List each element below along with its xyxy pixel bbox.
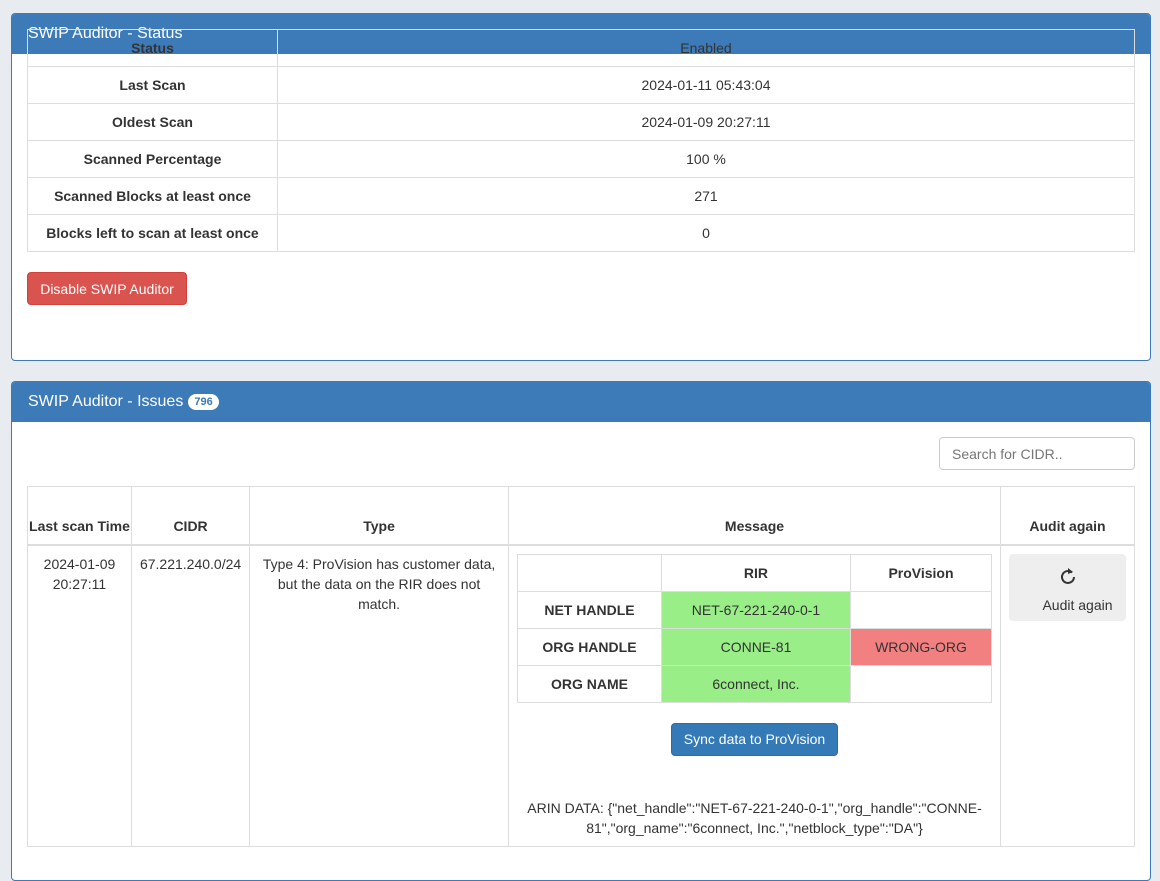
status-label: Status	[27, 29, 278, 67]
audit-again-label: Audit again	[1042, 597, 1113, 613]
status-label: Blocks left to scan at least once	[27, 214, 278, 252]
column-header-last-scan: Last scan Time	[27, 486, 132, 546]
status-row: Blocks left to scan at least once 0	[27, 214, 1135, 252]
issues-table: Last scan Time CIDR Type Message Audit a…	[27, 486, 1135, 847]
last-scan-time: 2024-01-09 20:27:11	[27, 544, 132, 847]
compare-rir-value: CONNE-81	[660, 627, 851, 666]
cidr: 67.221.240.0/24	[130, 544, 251, 847]
audit-cell: Audit again	[1000, 544, 1135, 847]
message-cell: RIR ProVision NET HANDLE NET-67-221-240-0…	[507, 544, 1002, 847]
disable-swip-auditor-button[interactable]: Disable SWIP Auditor	[27, 272, 187, 305]
status-value: 2024-01-09 20:27:11	[277, 103, 1135, 141]
table-row: 2024-01-09 20:27:11 67.221.240.0/24 Type…	[27, 544, 1135, 847]
compare-header-provision: ProVision	[849, 553, 992, 592]
compare-header-rir: RIR	[660, 553, 851, 592]
column-header-message: Message	[507, 486, 1002, 546]
status-row: Status Enabled	[27, 29, 1135, 67]
audit-again-button[interactable]: Audit again	[1009, 553, 1126, 621]
compare-rir-value: 6connect, Inc.	[660, 664, 851, 703]
status-table: Status Enabled Last Scan 2024-01-11 05:43:0…	[27, 29, 1135, 252]
issue-type: Type 4: ProVision has customer data, but…	[249, 544, 509, 847]
status-value: 100 %	[277, 140, 1135, 178]
status-row: Last Scan 2024-01-11 05:43:04	[27, 66, 1135, 104]
compare-row: ORG NAME 6connect, Inc.	[516, 664, 992, 703]
arin-data: ARIN DATA: {"net_handle":"NET-67-221-240…	[527, 799, 982, 836]
compare-field: NET HANDLE	[516, 590, 662, 629]
status-label: Oldest Scan	[27, 103, 278, 141]
status-value: 271	[277, 177, 1135, 215]
compare-row: ORG HANDLE CONNE-81 WRONG-ORG	[516, 627, 992, 666]
compare-table: RIR ProVision NET HANDLE NET-67-221-240-0…	[516, 553, 992, 703]
status-value: Enabled	[277, 29, 1135, 67]
status-label: Scanned Blocks at least once	[27, 177, 278, 215]
compare-header-field	[516, 553, 662, 592]
issues-count-badge: 796	[188, 394, 219, 410]
status-row: Scanned Percentage 100 %	[27, 140, 1135, 178]
status-value: 2024-01-11 05:43:04	[277, 66, 1135, 104]
compare-rir-value: NET-67-221-240-0-1	[660, 590, 851, 629]
status-row: Oldest Scan 2024-01-09 20:27:11	[27, 103, 1135, 141]
compare-provision-value	[849, 664, 992, 703]
status-value: 0	[277, 214, 1135, 252]
sync-data-to-provision-button[interactable]: Sync data to ProVision	[670, 722, 838, 756]
status-label: Scanned Percentage	[27, 140, 278, 178]
issues-panel-title: SWIP Auditor - Issues	[28, 393, 184, 410]
refresh-icon	[1060, 568, 1075, 584]
column-header-cidr: CIDR	[130, 486, 251, 546]
compare-field: ORG HANDLE	[516, 627, 662, 666]
cidr-search-input[interactable]	[939, 437, 1135, 470]
status-label: Last Scan	[27, 66, 278, 104]
status-panel: SWIP Auditor - Status Status Enabled Last …	[11, 13, 1151, 361]
compare-provision-value	[849, 590, 992, 629]
status-row: Scanned Blocks at least once 271	[27, 177, 1135, 215]
column-header-audit-again: Audit again	[1000, 486, 1135, 546]
column-header-type: Type	[249, 486, 509, 546]
issues-panel-header: SWIP Auditor - Issues 796	[12, 382, 1150, 422]
compare-row: NET HANDLE NET-67-221-240-0-1	[516, 590, 992, 629]
compare-field: ORG NAME	[516, 664, 662, 703]
compare-provision-value: WRONG-ORG	[849, 627, 992, 666]
